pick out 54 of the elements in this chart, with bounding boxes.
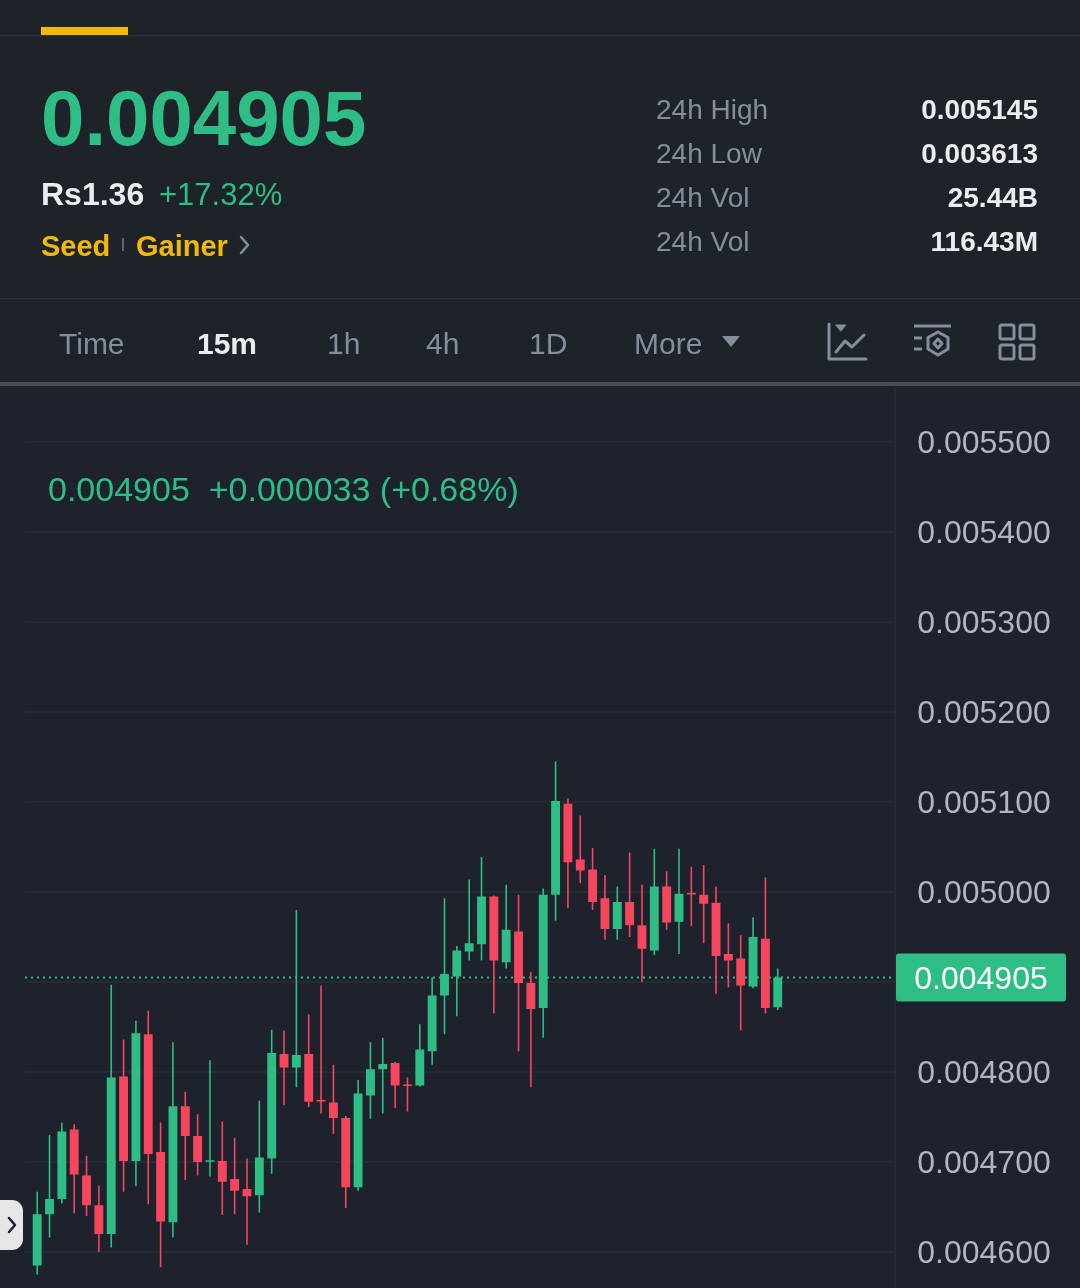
y-tick-label: 0.005500 [917, 424, 1051, 461]
candlestick [279, 1030, 289, 1106]
candlestick [637, 884, 647, 982]
candlestick [575, 815, 585, 883]
candlestick [180, 1091, 190, 1180]
text: Rs1.36 [41, 176, 145, 212]
text: 24h Vol [656, 226, 750, 257]
text: Gainer [136, 230, 228, 262]
candlestick [674, 848, 684, 955]
candlestick [205, 1060, 215, 1177]
candlestick [464, 879, 474, 961]
text: 1D [529, 327, 568, 360]
ref-line-label: 0.004905 [914, 959, 1048, 996]
candlestick [736, 935, 746, 1031]
text: 0.003613 [921, 138, 1038, 169]
text: 24h Low [656, 138, 763, 169]
y-tick-label: 0.005200 [917, 694, 1051, 731]
text: 15m [197, 327, 258, 360]
candlestick [378, 1037, 388, 1114]
y-tick-label: 0.005300 [917, 604, 1051, 641]
candlestick [242, 1158, 252, 1245]
candlestick [94, 1185, 104, 1252]
y-tick-label: 0.005400 [917, 514, 1051, 551]
y-tick-label: 0.004700 [917, 1144, 1051, 1181]
text: More [634, 327, 703, 360]
candlestick [415, 1024, 425, 1087]
candlestick [304, 1014, 314, 1108]
candlestick [316, 985, 326, 1114]
candlestick [600, 874, 610, 940]
text: +17.32% [159, 177, 283, 212]
text: 25.44B [947, 182, 1038, 213]
candlestick [612, 886, 622, 940]
text: 0.004905 +0.000033 (+0.68%) [48, 470, 519, 508]
candlestick [69, 1124, 79, 1214]
text: 24h High [656, 94, 769, 125]
candlestick [32, 1191, 42, 1275]
text: Seed [41, 230, 111, 262]
y-tick-label: 0.004800 [917, 1054, 1051, 1091]
text: 4h [426, 327, 460, 360]
y-tick-label: 0.005100 [917, 784, 1051, 821]
candlestick [106, 984, 116, 1248]
text: 1h [327, 327, 361, 360]
text: Time [59, 327, 125, 360]
candlestick [168, 1042, 178, 1238]
candlestick [390, 1062, 400, 1108]
text: 116.43M [930, 226, 1038, 257]
candlestick [526, 972, 536, 1088]
text: 24h Vol [656, 182, 750, 213]
text: 0.004905 [41, 74, 367, 162]
candlestick [501, 884, 511, 969]
candlestick [563, 798, 573, 909]
y-tick-label: 0.004600 [917, 1234, 1051, 1271]
text: 0.005145 [921, 94, 1038, 125]
y-tick-label: 0.005000 [917, 874, 1051, 911]
